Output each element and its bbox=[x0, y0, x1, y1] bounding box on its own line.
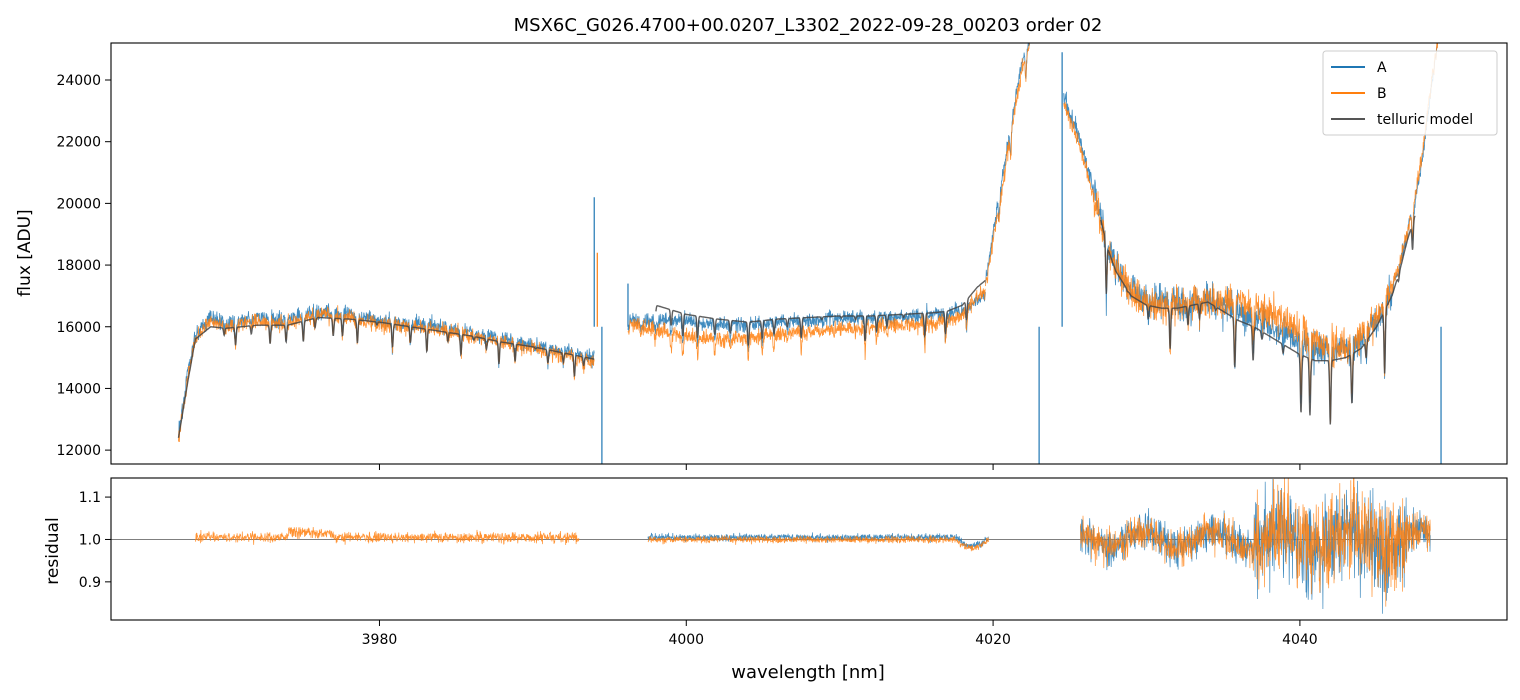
legend-label-telluric: telluric model bbox=[1377, 112, 1473, 128]
residual-y-tick-label: 1.1 bbox=[79, 490, 101, 506]
flux-y-tick-label: 24000 bbox=[56, 73, 101, 89]
residual-x-tick-label: 4000 bbox=[668, 632, 704, 648]
series-b-line bbox=[985, 43, 1030, 287]
residual-x-tick-label: 4020 bbox=[975, 632, 1011, 648]
telluric-model-line bbox=[1100, 215, 1416, 425]
flux-x-ticks bbox=[378, 464, 1301, 470]
flux-series bbox=[177, 43, 1442, 464]
residual-b-line bbox=[195, 526, 580, 546]
flux-y-tick-label: 22000 bbox=[56, 135, 101, 151]
residual-x-ticks: 3980 4000 4020 4040 bbox=[362, 620, 1318, 648]
residual-axes-frame bbox=[110, 477, 1508, 621]
residual-x-tick-label: 3980 bbox=[362, 632, 398, 648]
flux-y-ticks: 12000 14000 16000 18000 20000 22000 24000 bbox=[56, 73, 111, 459]
residual-x-tick-label: 4040 bbox=[1282, 632, 1318, 648]
residual-y-tick-label: 0.9 bbox=[79, 575, 101, 591]
x-axis-label: wavelength [nm] bbox=[731, 662, 885, 683]
residual-y-ticks: 0.9 1.0 1.1 bbox=[79, 490, 111, 591]
legend-label-a: A bbox=[1377, 60, 1387, 76]
chart-title: MSX6C_G026.4700+00.0207_L3302_2022-09-28… bbox=[514, 15, 1103, 36]
series-b-line bbox=[1063, 43, 1439, 423]
residual-series bbox=[111, 478, 1507, 614]
telluric-model-line bbox=[655, 279, 986, 346]
flux-y-tick-label: 14000 bbox=[56, 381, 101, 397]
telluric-model-line bbox=[177, 316, 595, 438]
flux-panel: 12000 14000 16000 18000 20000 22000 24000 flux… bbox=[15, 42, 1508, 470]
flux-y-label: flux [ADU] bbox=[15, 209, 35, 296]
residual-y-tick-label: 1.0 bbox=[79, 532, 101, 548]
legend: A B telluric model bbox=[1322, 50, 1498, 136]
residual-y-label: residual bbox=[43, 517, 63, 584]
series-b-line bbox=[178, 305, 595, 442]
legend-frame bbox=[1322, 50, 1498, 136]
residual-b-line bbox=[647, 534, 989, 552]
flux-axes-frame bbox=[110, 42, 1508, 465]
flux-y-tick-label: 12000 bbox=[56, 443, 101, 459]
flux-y-tick-label: 20000 bbox=[56, 196, 101, 212]
residual-panel: 0.9 1.0 1.1 3980 4000 4020 4040 residual wave… bbox=[43, 477, 1508, 683]
flux-y-tick-label: 18000 bbox=[56, 258, 101, 274]
residual-b-line bbox=[1080, 478, 1431, 607]
legend-label-b: B bbox=[1377, 86, 1387, 102]
flux-y-tick-label: 16000 bbox=[56, 320, 101, 336]
